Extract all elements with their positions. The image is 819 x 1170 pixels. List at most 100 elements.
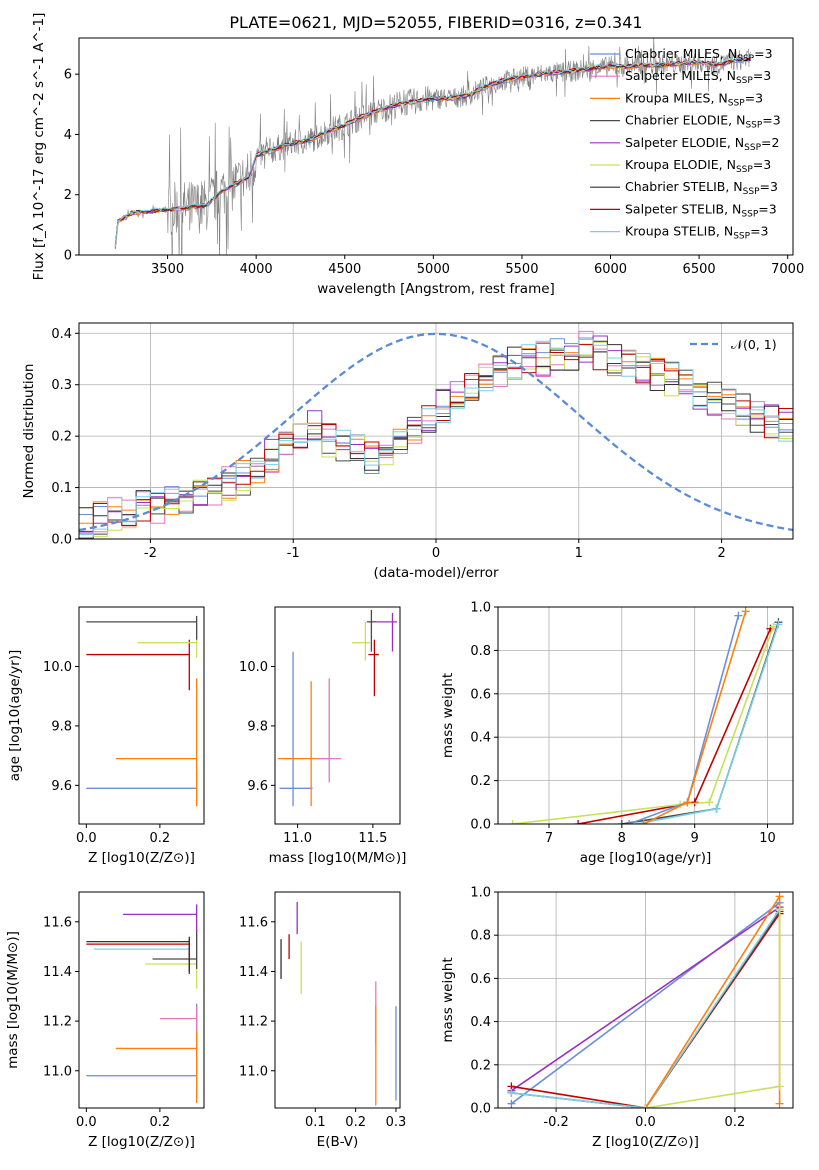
series-line-chabrier_miles bbox=[510, 902, 781, 1105]
series-line-salpeter_elodie bbox=[510, 906, 781, 1092]
x-tick-label: 3500 bbox=[151, 262, 184, 277]
x-tick-label: 0.0 bbox=[635, 1115, 656, 1130]
y-tick-label: 1.0 bbox=[470, 886, 491, 901]
y-tick-label: 1.0 bbox=[470, 601, 491, 616]
panel-mass-vs-Z: 0.0 0.2 11.0 11.2 11.4 11.6 Z [log10(Z/Z⊙)] mas… bbox=[5, 891, 205, 1150]
x-axis-label: (data-model)/error bbox=[373, 565, 499, 581]
histogram-kroupa_miles bbox=[79, 344, 793, 524]
y-tick-label: 0.6 bbox=[470, 687, 491, 702]
axes-frame bbox=[78, 606, 205, 825]
x-tick-label: 7 bbox=[545, 831, 553, 846]
panel-residual-histogram: -2 -1 0 1 2 0.0 0.1 0.2 0.3 0.4 (data-model)/error… bbox=[21, 322, 794, 581]
x-tick-label: 5500 bbox=[505, 262, 538, 277]
panel-mass-weight-vs-age: 7 8 9 10 0.0 0.2 0.4 0.6 0.8 1.0 age [log10(age/yr… bbox=[440, 601, 794, 866]
panel-spectrum: 3500 4000 4500 5000 5500 6000 6500 7000 0 2 4 6 wave… bbox=[31, 13, 804, 297]
series-line-kroupa_miles bbox=[644, 895, 781, 1108]
axes-frame bbox=[78, 891, 205, 1109]
histogram-chabrier_stelib bbox=[79, 340, 793, 521]
x-tick-label: 11.0 bbox=[283, 831, 312, 846]
model-line-salpeter_elodie bbox=[114, 58, 751, 248]
y-tick-label: 11.4 bbox=[43, 965, 72, 980]
panels-layer: 3500 4000 4500 5000 5500 6000 6500 7000 0 2 4 6 wave… bbox=[5, 13, 804, 1150]
spectrum-legend: Chabrier MILES, NSSP=3 Salpeter MILES, NS… bbox=[590, 46, 781, 242]
x-tick-label: 4500 bbox=[328, 262, 361, 277]
plot-area bbox=[280, 901, 397, 1106]
x-tick-label: 8 bbox=[618, 831, 626, 846]
x-axis-label: mass [log10(M/M⊙)] bbox=[269, 850, 407, 866]
plot-area bbox=[508, 607, 783, 824]
legend-label-normal: 𝒩(0, 1) bbox=[731, 337, 777, 352]
x-axis-label: Z [log10(Z/Z⊙)] bbox=[88, 850, 195, 866]
x-tick-label: 0.2 bbox=[150, 831, 171, 846]
y-tick-label: 6 bbox=[64, 68, 72, 83]
model-line-salpeter_stelib bbox=[114, 57, 751, 247]
y-tick-label: 9.8 bbox=[247, 719, 268, 734]
y-tick-label: 0 bbox=[64, 249, 72, 264]
x-tick-label: -0.2 bbox=[543, 1115, 568, 1130]
series-line-kroupa_elodie bbox=[512, 626, 775, 824]
series-line-kroupa_stelib bbox=[511, 908, 781, 1108]
y-tick-label: 0.8 bbox=[470, 644, 491, 659]
histogram-chabrier_miles bbox=[79, 337, 793, 523]
panel-mass-vs-EBV: 0.1 0.2 0.3 11.0 11.2 11.4 11.6 E(B-V) bbox=[239, 891, 406, 1150]
panel-mass-weight-vs-Z: -0.2 0.0 0.2 0.0 0.2 0.4 0.6 0.8 1.0 Z [log10(Z/Z… bbox=[440, 886, 794, 1150]
y-tick-label: 9.8 bbox=[51, 719, 72, 734]
y-tick-label: 11.0 bbox=[239, 1064, 268, 1079]
model-line-kroupa_stelib bbox=[114, 56, 751, 248]
y-tick-label: 0.1 bbox=[51, 481, 72, 496]
x-axis-label: Z [log10(Z/Z⊙)] bbox=[88, 1134, 195, 1150]
x-tick-label: 9 bbox=[691, 831, 699, 846]
plot-area bbox=[86, 615, 198, 807]
model-line-salpeter_miles bbox=[114, 58, 751, 247]
x-tick-label: 1 bbox=[575, 546, 583, 561]
x-tick-label: 2 bbox=[717, 546, 725, 561]
histogram-chabrier_elodie bbox=[79, 349, 793, 539]
y-tick-label: 0.2 bbox=[470, 774, 491, 789]
panel-age-vs-mass: 11.0 11.5 9.6 9.8 10.0 mass [log10(M/M⊙)] bbox=[239, 606, 407, 866]
y-axis-label: mass [log10(M/M⊙)] bbox=[5, 931, 21, 1069]
plot-area bbox=[278, 609, 397, 807]
x-tick-label: 5000 bbox=[417, 262, 450, 277]
x-tick-label: 6500 bbox=[683, 262, 716, 277]
y-tick-label: 0.3 bbox=[51, 378, 72, 393]
histogram-kroupa_elodie bbox=[79, 341, 793, 537]
x-tick-label: 6000 bbox=[594, 262, 627, 277]
series-line-chabrier_elodie bbox=[621, 621, 780, 824]
y-tick-label: 10.0 bbox=[239, 660, 268, 675]
histogram-salpeter_stelib bbox=[79, 342, 793, 532]
model-line-kroupa_miles bbox=[114, 58, 751, 249]
legend-label-kroupa_miles: Kroupa MILES, NSSP=3 bbox=[625, 90, 763, 108]
y-axis-label: age [log10(age/yr)] bbox=[7, 650, 23, 782]
legend-label-chabrier_stelib: Chabrier STELIB, NSSP=3 bbox=[625, 179, 778, 197]
y-tick-label: 0.0 bbox=[470, 818, 491, 833]
y-axis-label: mass weight bbox=[440, 673, 456, 758]
legend-label-salpeter_elodie: Salpeter ELODIE, NSSP=2 bbox=[625, 135, 779, 153]
x-tick-label: 0.0 bbox=[76, 1115, 97, 1130]
x-tick-label: 0.1 bbox=[305, 1115, 326, 1130]
series-line-salpeter_stelib bbox=[511, 913, 781, 1108]
x-tick-label: 0.0 bbox=[76, 831, 97, 846]
y-tick-label: 11.0 bbox=[43, 1064, 72, 1079]
data-spectrum-line bbox=[115, 38, 751, 255]
axes-frame bbox=[497, 606, 794, 825]
model-line-chabrier_miles bbox=[114, 59, 751, 249]
y-tick-label: 11.6 bbox=[43, 915, 72, 930]
y-tick-label: 10.0 bbox=[43, 660, 72, 675]
x-axis-label: Z [log10(Z/Z⊙)] bbox=[592, 1134, 699, 1150]
x-axis-label: wavelength [Angstrom, rest frame] bbox=[317, 281, 555, 297]
axes-frame bbox=[274, 606, 401, 825]
histogram-salpeter_miles bbox=[79, 330, 793, 539]
y-axis-label: Normed distribution bbox=[21, 364, 37, 499]
plot-area bbox=[114, 38, 751, 255]
x-tick-label: 0.2 bbox=[725, 1115, 746, 1130]
x-axis-label: age [log10(age/yr)] bbox=[580, 850, 712, 866]
x-tick-label: 11.5 bbox=[358, 831, 387, 846]
x-tick-label: 7000 bbox=[771, 262, 804, 277]
x-tick-label: -1 bbox=[287, 546, 300, 561]
y-tick-label: 11.2 bbox=[239, 1015, 268, 1030]
y-axis-label: mass weight bbox=[440, 957, 456, 1042]
y-tick-label: 0.4 bbox=[470, 731, 491, 746]
x-tick-label: 10 bbox=[759, 831, 776, 846]
y-tick-label: 0.0 bbox=[51, 533, 72, 548]
